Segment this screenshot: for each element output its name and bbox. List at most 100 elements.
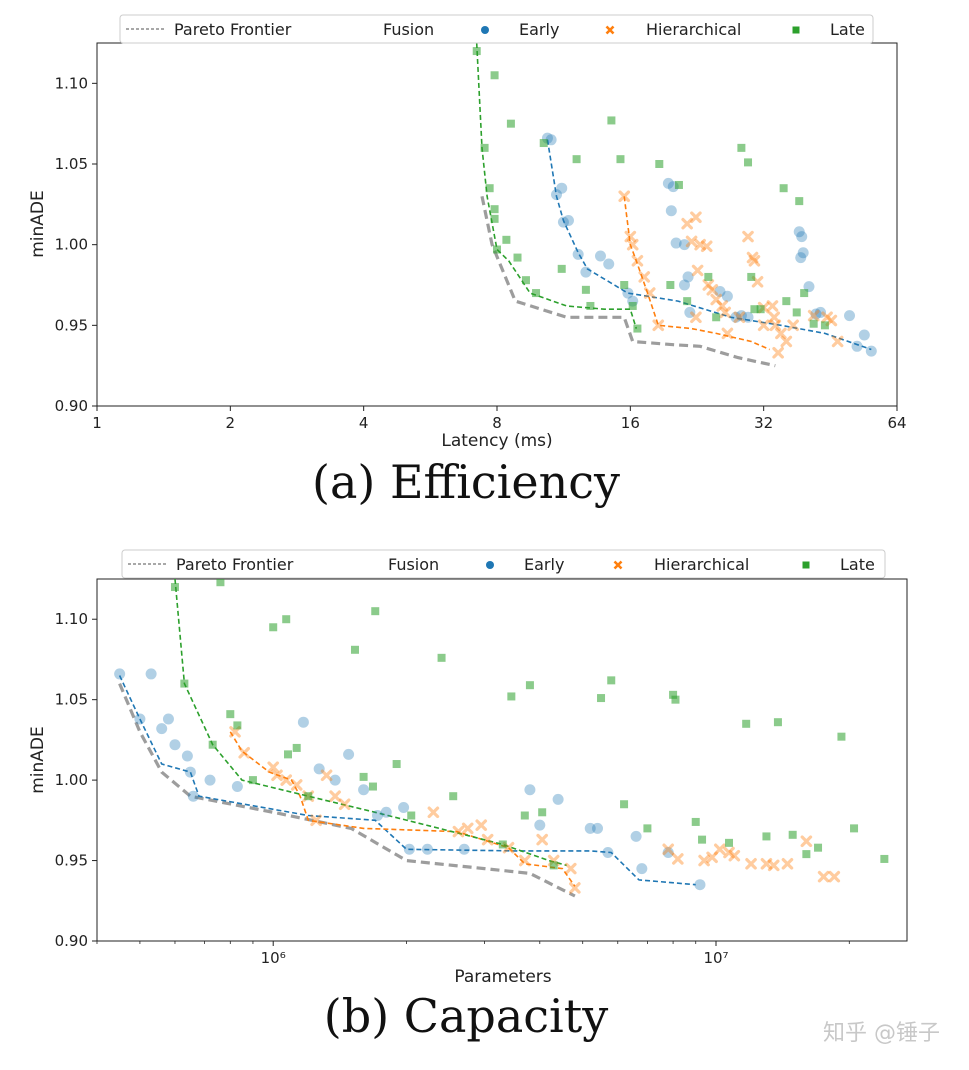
capacity-early-point-19 (403, 843, 415, 855)
capacity-hierarchical-point-25 (706, 851, 718, 864)
efficiency-hierarchical-frontier-line (623, 196, 770, 351)
capacity-hierarchical-point-9 (329, 790, 341, 802)
efficiency-late-point-36 (795, 197, 804, 206)
efficiency-hierarchical-point-9 (685, 235, 698, 248)
efficiency-legend-fusion-label: Fusion (383, 20, 434, 39)
capacity-hierarchical-point-18 (536, 833, 548, 846)
capacity-late-point-9 (284, 750, 293, 759)
efficiency-ytick-label: 1.05 (55, 155, 88, 173)
capacity-early-point-30 (662, 847, 674, 859)
capacity-hierarchical-point-22 (662, 843, 675, 856)
capacity-late-point-0 (170, 583, 179, 592)
capacity-early-point-14 (343, 748, 355, 760)
capacity-hierarchical-point-12 (452, 825, 465, 838)
capacity-legend-box (121, 549, 886, 579)
efficiency-early-point-33 (851, 340, 863, 352)
capacity-legend-hierarchical-swatch (613, 560, 623, 570)
efficiency-hierarchical-point-15 (710, 293, 722, 306)
capacity-hierarchical-point-10 (338, 798, 351, 811)
capacity-early-point-28 (630, 830, 642, 842)
efficiency-late-point-38 (809, 319, 818, 328)
capacity-late-point-26 (597, 694, 606, 703)
capacity-early-point-26 (592, 822, 604, 834)
efficiency-early-point-32 (844, 310, 856, 322)
capacity-late-point-21 (507, 692, 516, 701)
efficiency-ytick-label: 0.95 (55, 316, 88, 334)
capacity-early-point-5 (169, 739, 181, 751)
capacity-legend-pareto-label: Pareto Frontier (176, 555, 294, 574)
efficiency-xtick-label: 8 (492, 414, 502, 432)
efficiency-early-point-16 (678, 239, 690, 251)
efficiency-late-point-34 (782, 297, 791, 306)
efficiency-early-point-14 (665, 205, 677, 217)
efficiency-late-point-35 (792, 308, 801, 317)
capacity-early-point-9 (204, 774, 216, 786)
capacity-late-point-14 (368, 782, 377, 791)
capacity-early-frontier-line (118, 675, 696, 886)
capacity-hierarchical-point-3 (271, 769, 283, 782)
capacity-hierarchical-point-27 (723, 846, 735, 859)
capacity-late-point-39 (802, 850, 811, 859)
capacity-hierarchical-point-28 (728, 849, 741, 862)
capacity-late-point-7 (269, 623, 278, 632)
capacity-late-point-28 (620, 800, 629, 809)
efficiency-hierarchical-point-35 (757, 319, 770, 332)
efficiency-early-point-4 (557, 216, 569, 228)
efficiency-late-point-30 (747, 272, 756, 281)
capacity-x-axis-label: Parameters (454, 967, 551, 987)
capacity-legend-fusion-label: Fusion (388, 555, 439, 574)
capacity-late-point-10 (292, 743, 301, 752)
capacity-hierarchical-point-11 (427, 806, 440, 819)
efficiency-hierarchical-point-20 (746, 251, 759, 264)
capacity-hierarchical-point-1 (238, 746, 251, 759)
efficiency-hierarchical-point-12 (691, 264, 704, 277)
capacity-ytick-label: 1.05 (55, 691, 88, 709)
capacity-late-point-34 (725, 838, 734, 847)
efficiency-late-point-39 (820, 321, 829, 330)
efficiency-hierarchical-point-17 (719, 306, 731, 319)
efficiency-late-point-10 (490, 71, 499, 80)
efficiency-hierarchical-point-2 (626, 238, 639, 251)
capacity-hierarchical-point-26 (714, 843, 726, 856)
efficiency-xtick-label: 1 (92, 414, 102, 432)
efficiency-late-point-8 (521, 276, 530, 285)
efficiency-xtick-label: 16 (621, 414, 640, 432)
efficiency-hierarchical-point-34 (772, 346, 784, 359)
efficiency-legend-hierarchical-swatch (605, 25, 615, 35)
capacity-late-point-31 (671, 695, 680, 704)
efficiency-early-point-27 (797, 247, 809, 259)
capacity-late-point-1 (180, 679, 189, 688)
capacity-late-point-32 (691, 817, 700, 826)
efficiency-late-point-14 (572, 155, 581, 164)
efficiency-early-point-20 (714, 285, 726, 297)
efficiency-late-point-6 (493, 245, 501, 254)
efficiency-late-point-1 (480, 143, 489, 152)
capacity-early-point-13 (329, 774, 341, 786)
capacity-panel: 0.90 0.95 1.00 1.05 1.10 10⁶ 10⁷ Pareto Fronti… (28, 549, 908, 1043)
efficiency-early-point-26 (796, 231, 808, 243)
capacity-points (114, 579, 889, 894)
efficiency-late-point-25 (683, 297, 692, 306)
capacity-ytick-label: 1.00 (55, 771, 88, 789)
capacity-plot-frame (96, 578, 908, 942)
efficiency-legend: Pareto Frontier Fusion Early Hierarchical La… (119, 14, 874, 44)
efficiency-late-point-3 (490, 205, 499, 214)
capacity-hierarchical-point-32 (781, 857, 794, 870)
capacity-hierarchical-point-20 (565, 862, 577, 875)
capacity-early-point-1 (134, 713, 146, 725)
capacity-frontier-lines (118, 579, 696, 898)
capacity-late-point-33 (698, 835, 707, 844)
capacity-legend-early-swatch (486, 561, 494, 569)
efficiency-late-point-7 (513, 253, 522, 262)
capacity-hierarchical-point-24 (698, 854, 710, 867)
efficiency-late-point-9 (532, 289, 541, 298)
capacity-late-point-42 (850, 824, 859, 833)
capacity-hierarchical-point-7 (310, 814, 322, 827)
capacity-legend: Pareto Frontier Fusion Early Hierarchical La… (121, 549, 886, 579)
capacity-late-point-29 (643, 824, 652, 833)
efficiency-late-point-15 (581, 285, 590, 294)
efficiency-early-point-31 (815, 306, 827, 318)
capacity-early-point-0 (114, 668, 126, 680)
efficiency-hierarchical-point-31 (821, 311, 833, 324)
